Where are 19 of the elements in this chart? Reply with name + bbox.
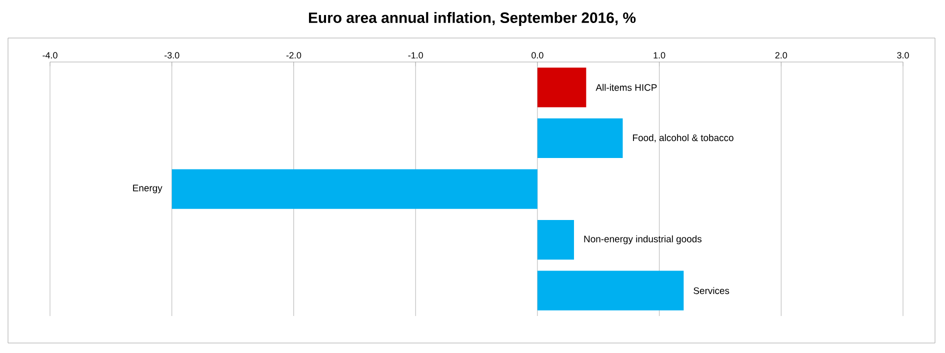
chart-title: Euro area annual inflation, September 2016, % xyxy=(308,12,636,26)
x-tick-label: 0.0 xyxy=(532,52,544,58)
bar xyxy=(537,270,684,310)
bar xyxy=(537,118,623,158)
bar xyxy=(537,68,586,108)
y-tick-label: Services xyxy=(694,287,730,294)
y-tick-label: Energy xyxy=(133,184,162,194)
x-tick-label: -4.0 xyxy=(42,52,58,58)
bar xyxy=(172,169,538,209)
x-tick-label: 2.0 xyxy=(775,52,788,58)
x-tick-label: -2.0 xyxy=(286,52,302,58)
y-tick-label: All-items HICP xyxy=(596,84,657,91)
x-tick-label: -3.0 xyxy=(164,52,180,58)
x-tick-label: -1.0 xyxy=(408,52,423,58)
y-tick-label: Food, alcohol & tobacco xyxy=(633,134,734,142)
bar xyxy=(537,220,574,260)
y-tick-label: Non-energy industrial goods xyxy=(584,235,702,244)
x-tick-label: 3.0 xyxy=(897,52,909,58)
x-tick-label: 1.0 xyxy=(654,52,666,58)
